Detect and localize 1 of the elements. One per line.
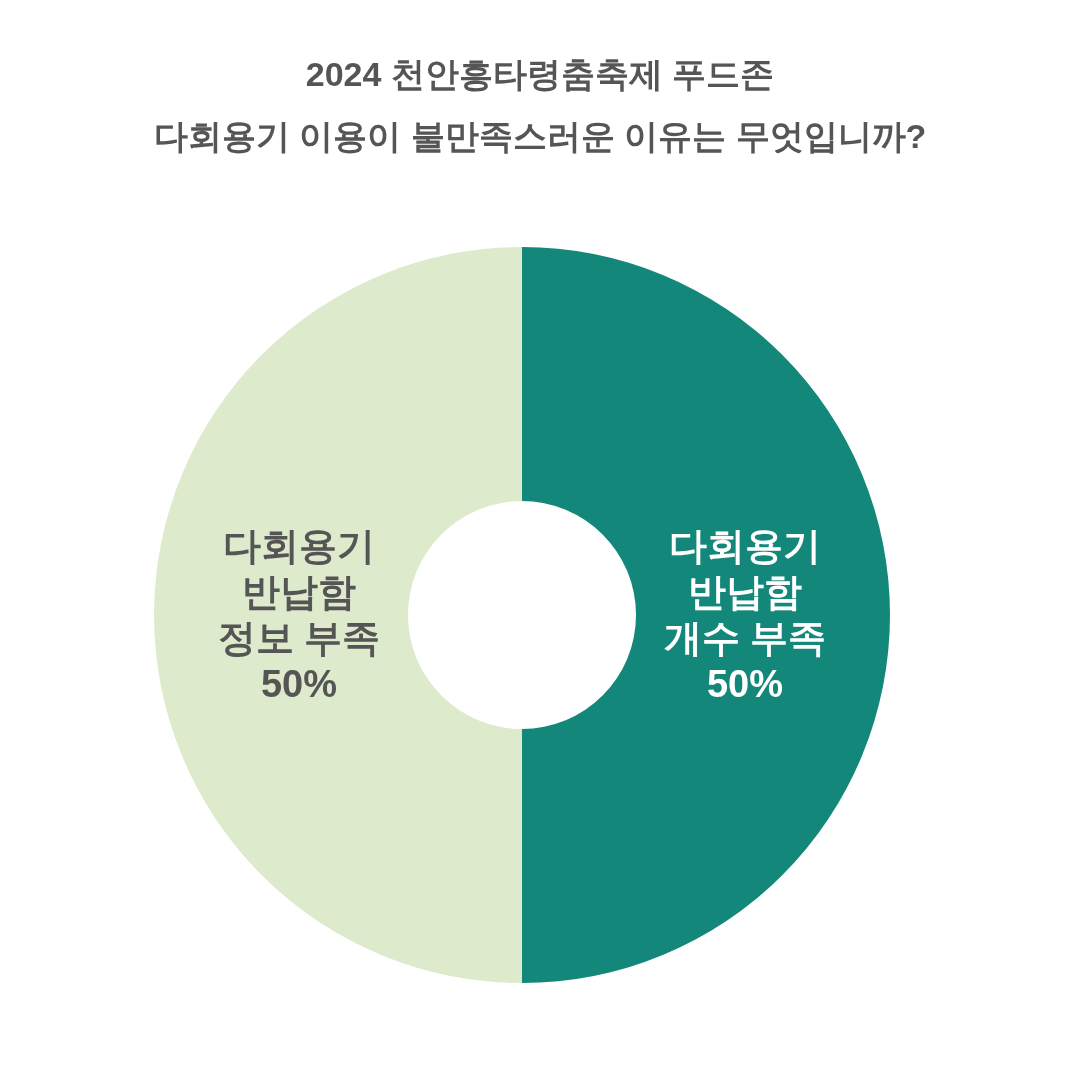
title: 2024 천안흥타령춤축제 푸드존 다회용기 이용이 불만족스러운 이유는 무엇입니까? [153, 55, 927, 155]
